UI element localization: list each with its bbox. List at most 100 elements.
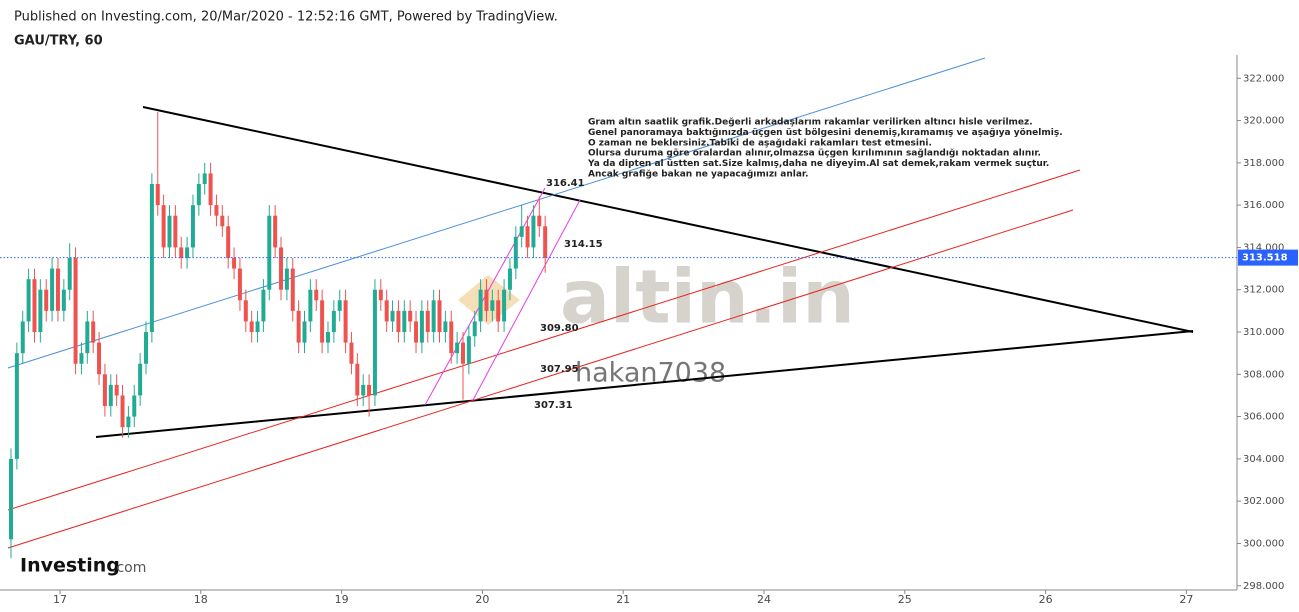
candle-body	[279, 247, 284, 290]
candle-body	[408, 310, 413, 322]
candle-body	[243, 300, 248, 322]
candle-body	[519, 226, 524, 237]
candle-body	[525, 226, 530, 248]
candle-body	[443, 321, 448, 333]
candle-body	[296, 310, 301, 343]
candle-body	[14, 353, 19, 459]
candle-body	[155, 183, 160, 206]
candle-body	[20, 321, 25, 354]
candle-body	[372, 289, 377, 396]
candle-body	[273, 215, 278, 248]
candle-body	[349, 342, 354, 364]
candle-body	[460, 342, 465, 364]
candle-body	[484, 289, 489, 311]
trend-line	[95, 330, 1194, 438]
candle-body	[308, 289, 313, 322]
note-line: Ancak grafiğe bakan ne yapacağımızı anla…	[588, 170, 809, 180]
candle-body	[414, 321, 419, 343]
candle-body	[261, 289, 266, 322]
x-tick-label: 21	[616, 593, 630, 606]
candle-body	[449, 321, 454, 354]
candle-body	[531, 215, 536, 248]
y-tick-label: 312.000	[1243, 285, 1284, 296]
candle-body	[378, 289, 383, 301]
y-tick-label: 322.000	[1243, 73, 1284, 84]
watermark: altin.in hakan7038	[458, 255, 855, 389]
candle-body	[44, 289, 49, 311]
candle-body	[320, 300, 325, 343]
candle-body	[126, 416, 131, 428]
candle-body	[61, 289, 66, 311]
y-tick-label: 300.000	[1243, 538, 1284, 549]
x-tick-label: 17	[53, 593, 67, 606]
trend-line	[7, 57, 986, 369]
symbol: GAU/TRY, 60	[14, 34, 103, 49]
candle-body	[38, 289, 43, 333]
price-annotation: 314.15	[564, 239, 603, 250]
candles	[9, 112, 548, 559]
price-annotation: 309.80	[540, 323, 579, 334]
candle-body	[507, 268, 512, 290]
note-line: Genel panoramaya baktığınızda üçgen üst …	[588, 128, 1063, 138]
channel-line	[7, 209, 1074, 549]
candle-body	[208, 173, 213, 206]
candle-body	[466, 336, 471, 364]
y-tick-label: 308.000	[1243, 369, 1284, 380]
x-tick-label: 20	[475, 593, 489, 606]
candle-body	[267, 215, 272, 290]
candle-body	[478, 289, 483, 322]
candle-body	[196, 183, 201, 206]
price-annotation: 307.95	[540, 364, 579, 375]
brand: Investing	[20, 555, 120, 577]
branding: Investing .com	[20, 555, 146, 577]
candle-body	[343, 300, 348, 343]
candle-body	[114, 384, 119, 396]
candle-body	[173, 215, 178, 248]
candle-body	[67, 258, 72, 290]
candle-body	[384, 300, 389, 322]
y-tick-label: 304.000	[1243, 454, 1284, 465]
x-tick-label: 18	[194, 593, 208, 606]
candle-body	[97, 342, 102, 375]
y-tick-label: 314.000	[1243, 242, 1284, 253]
candle-body	[361, 384, 366, 396]
candle-body	[73, 258, 78, 364]
candle-body	[537, 215, 542, 227]
y-tick-label: 320.000	[1243, 116, 1284, 127]
candle-body	[437, 300, 442, 333]
candle-body	[314, 289, 319, 301]
x-tick-label: 25	[898, 593, 912, 606]
candle-body	[226, 226, 231, 259]
y-tick-label: 310.000	[1243, 327, 1284, 338]
watermark-text: altin.in	[560, 255, 855, 341]
candle-body	[120, 395, 125, 428]
candle-body	[214, 205, 219, 216]
candle-body	[138, 363, 143, 396]
candle-body	[161, 205, 166, 248]
candle-body	[302, 321, 307, 343]
candle-body	[331, 310, 336, 333]
candle-body	[402, 310, 407, 333]
candle-body	[325, 332, 330, 343]
candle-body	[179, 247, 184, 259]
channel-line	[472, 199, 581, 401]
candle-body	[220, 215, 225, 227]
candle-body	[496, 300, 501, 322]
y-tick-label: 298.000	[1243, 581, 1284, 592]
candle-body	[237, 268, 242, 301]
candle-body	[167, 215, 172, 248]
candle-body	[290, 268, 295, 311]
note-line: Gram altın saatlik grafik.Değerli arkada…	[588, 118, 1033, 128]
candle-body	[490, 300, 495, 311]
candle-body	[543, 226, 548, 259]
candle-body	[455, 342, 460, 354]
candle-body	[419, 310, 424, 343]
channel-line	[7, 169, 1081, 511]
candle-body	[85, 321, 90, 354]
candle-body	[79, 353, 84, 364]
price-annotation: 316.41	[546, 178, 585, 189]
candle-body	[355, 363, 360, 396]
x-tick-label: 26	[1039, 593, 1053, 606]
price-annotation: 307.31	[534, 400, 573, 411]
